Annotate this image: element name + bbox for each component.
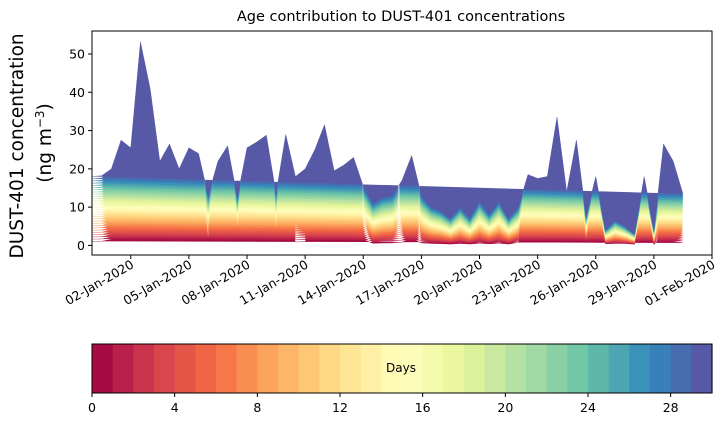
- colorbar-label: Days: [386, 361, 416, 375]
- y-axis: 0 10 20 30 40 50: [69, 46, 92, 253]
- colorbar-cell: [92, 344, 114, 393]
- colorbar-cell: [443, 344, 465, 393]
- colorbar-tick-label: 24: [580, 400, 596, 415]
- colorbar-cell: [567, 344, 589, 393]
- colorbar-cell: [298, 344, 320, 393]
- colorbar-cell: [464, 344, 486, 393]
- y-axis-label-line1: DUST-401 concentration: [7, 33, 28, 258]
- colorbar-cell: [236, 344, 258, 393]
- colorbar-cell: [195, 344, 217, 393]
- y-tick-label: 20: [69, 161, 85, 176]
- y-tick-label: 50: [69, 46, 85, 61]
- colorbar-cell: [629, 344, 651, 393]
- colorbar-cell: [670, 344, 692, 393]
- colorbar-tick-label: 16: [415, 400, 431, 415]
- colorbar-tick-label: 28: [663, 400, 679, 415]
- y-axis-label-close: ): [35, 103, 56, 110]
- colorbar-tick-label: 8: [253, 400, 261, 415]
- colorbar-cell: [133, 344, 155, 393]
- y-axis-label-unit: (ng m: [35, 128, 56, 183]
- colorbar-cell: [360, 344, 382, 393]
- colorbar-cell: [588, 344, 610, 393]
- colorbar-cell: [526, 344, 548, 393]
- age-layer-29: [92, 41, 684, 235]
- colorbar-cells: [92, 344, 713, 393]
- colorbar-cell: [319, 344, 341, 393]
- colorbar-tick-label: 20: [497, 400, 513, 415]
- colorbar-cell: [340, 344, 362, 393]
- colorbar-cell: [112, 344, 134, 393]
- x-axis: 02-Jan-202005-Jan-202008-Jan-202011-Jan-…: [62, 255, 718, 309]
- colorbar-cell: [216, 344, 238, 393]
- colorbar-cell: [484, 344, 506, 393]
- colorbar-cell: [505, 344, 527, 393]
- y-axis-label-exponent: −3: [33, 110, 47, 128]
- y-tick-label: 10: [69, 200, 85, 215]
- colorbar-tick-label: 0: [88, 400, 96, 415]
- y-axis-label: DUST-401 concentration (ng m−3): [7, 27, 56, 258]
- colorbar-cell: [257, 344, 279, 393]
- colorbar-frame: [91, 343, 713, 394]
- colorbar: Days 0 4 8 12 16 20 24 28: [88, 343, 713, 415]
- colorbar-tick-label: 4: [171, 400, 179, 415]
- colorbar-cell: [650, 344, 672, 393]
- plot-area: 0 10 20 30 40 50 02-Jan-202005-Jan-202008-Jan…: [62, 30, 718, 309]
- stacked-area-layers: [92, 41, 684, 246]
- colorbar-cell: [402, 344, 424, 393]
- colorbar-cell: [174, 344, 196, 393]
- colorbar-cell: [154, 344, 176, 393]
- colorbar-cell: [608, 344, 630, 393]
- chart-title: Age contribution to DUST-401 concentrati…: [237, 9, 565, 25]
- colorbar-cell: [546, 344, 568, 393]
- colorbar-cell: [422, 344, 444, 393]
- colorbar-ticks: 0 4 8 12 16 20 24 28: [88, 393, 679, 415]
- colorbar-tick-label: 12: [332, 400, 348, 415]
- colorbar-cell: [381, 344, 403, 393]
- plot-frame: [91, 30, 713, 256]
- colorbar-cell: [278, 344, 300, 393]
- y-tick-label: 40: [69, 85, 85, 100]
- y-tick-label: 30: [69, 123, 85, 138]
- colorbar-cell: [691, 344, 713, 393]
- y-axis-label-line2: (ng m−3): [33, 103, 56, 183]
- y-tick-label: 0: [77, 238, 85, 253]
